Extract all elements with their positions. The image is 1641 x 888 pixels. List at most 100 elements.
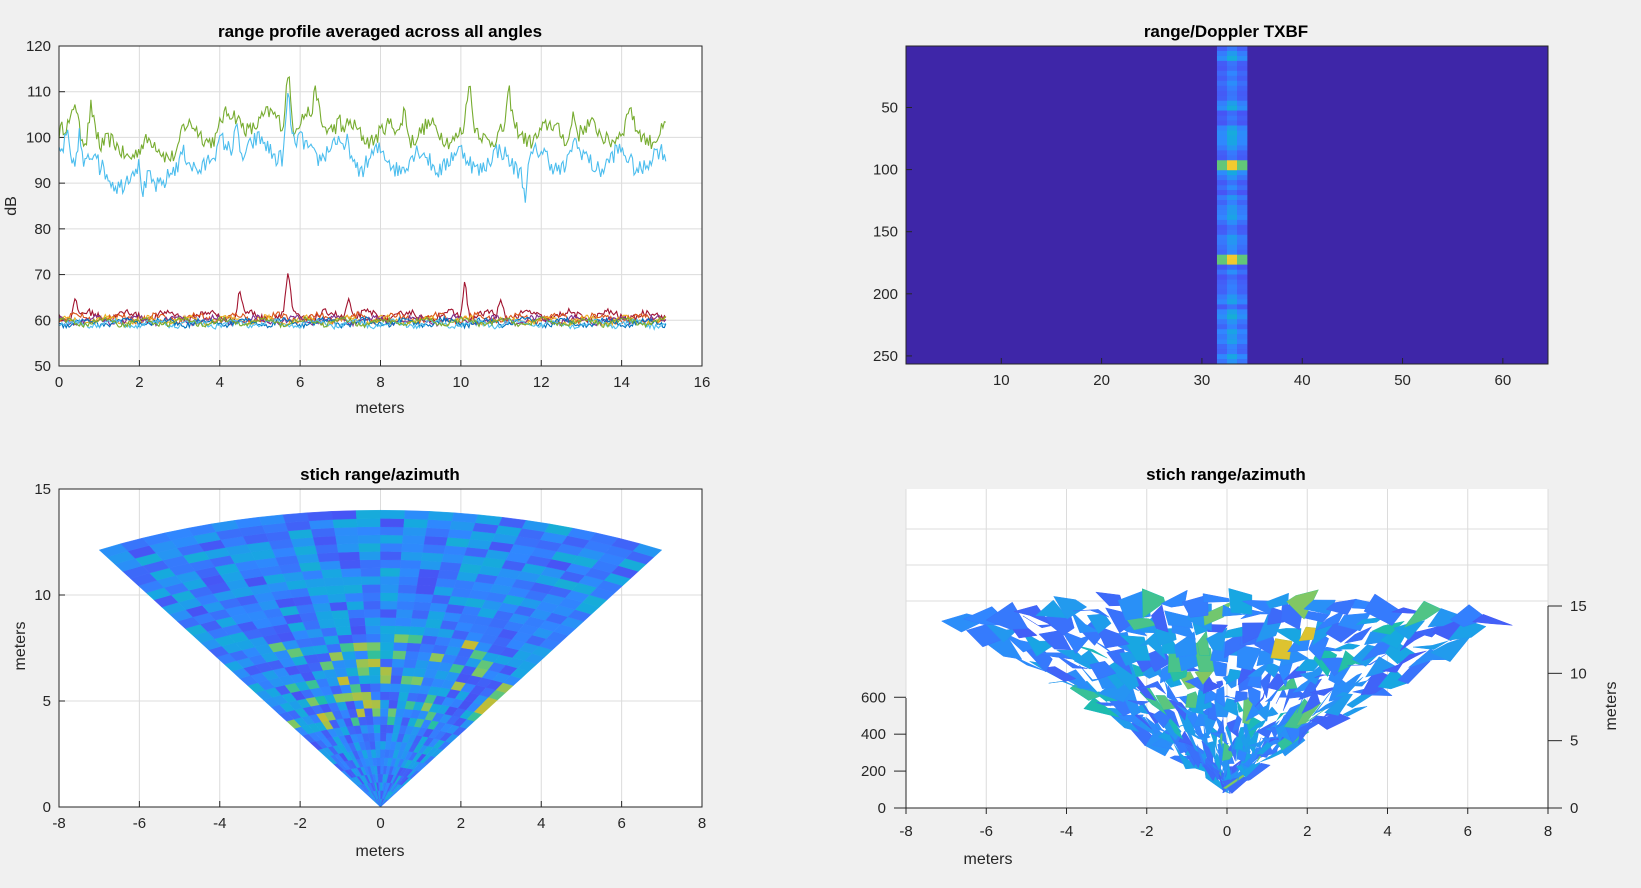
range-azimuth-cell [339, 559, 361, 570]
range-doppler-cell [1216, 120, 1228, 126]
range-doppler-cell [1237, 70, 1248, 77]
range-doppler-plot: range/Doppler TXBF 10 20 30 40 50 60 50 100 150 2… [873, 22, 1549, 389]
range-doppler-cell [1237, 309, 1248, 315]
range-doppler-cell [1216, 95, 1228, 101]
range-doppler-cell [1237, 279, 1248, 285]
surface-facet [1225, 721, 1234, 750]
range-doppler-cell [1216, 80, 1228, 87]
surface-facet [1202, 593, 1230, 603]
range-azimuth-cell [417, 576, 438, 587]
surface-facet [1048, 680, 1082, 690]
range-doppler-cell [1216, 115, 1228, 121]
range-azimuth-cell [331, 510, 357, 520]
range-doppler-y-tick-label: 250 [873, 348, 898, 365]
range-azimuth-cell [425, 527, 451, 538]
range-azimuth-cell [366, 724, 375, 734]
range-doppler-cell [1227, 309, 1238, 315]
range-doppler-cell [1227, 165, 1238, 171]
range-azimuth-cell [394, 625, 411, 635]
range-doppler-cell [1216, 46, 1228, 52]
range-azimuth-cell [396, 600, 415, 611]
range-azimuth-cell [357, 534, 381, 544]
range-doppler-cell [1227, 190, 1238, 196]
surface-x-tick-label: -8 [899, 823, 912, 840]
surface-facet [1073, 609, 1110, 618]
range-doppler-cell [1227, 105, 1238, 111]
range-doppler-cell [1216, 140, 1228, 146]
range-azimuth-cell [336, 543, 360, 553]
range-doppler-cell [1216, 264, 1228, 270]
range-azimuth-cell [408, 626, 426, 636]
range-doppler-cell [1227, 145, 1238, 151]
range-doppler-cell [1237, 349, 1248, 355]
range-azimuth-y-tick-label: 5 [43, 693, 51, 710]
range-doppler-cell [1216, 70, 1228, 77]
range-profile-x-tick-label: 6 [296, 374, 304, 391]
range-azimuth-cell [423, 626, 441, 637]
range-doppler-cell [1237, 170, 1248, 176]
range-azimuth-cell [338, 551, 361, 561]
surface-facet [1142, 588, 1166, 619]
range-azimuth-cell [282, 512, 310, 524]
range-doppler-cell [1237, 190, 1248, 196]
range-azimuth-cell [308, 519, 335, 530]
range-azimuth-cell [345, 667, 359, 677]
range-doppler-cell [1227, 185, 1238, 191]
range-azimuth-axes-frame [58, 488, 703, 808]
range-doppler-cell [1216, 314, 1228, 320]
range-profile-ylabel: dB [3, 196, 20, 216]
range-doppler-cell [1227, 344, 1238, 350]
surface-facet [1155, 695, 1176, 711]
range-azimuth-cell [335, 534, 359, 545]
range-doppler-cell [1216, 200, 1228, 206]
range-doppler-cell [1237, 205, 1248, 211]
range-azimuth-cell [350, 625, 367, 635]
range-azimuth-cell [340, 567, 362, 578]
range-doppler-cell [1227, 85, 1238, 92]
range-azimuth-cell [380, 534, 404, 544]
range-azimuth-cell [429, 602, 449, 613]
range-doppler-cell [1216, 229, 1228, 236]
range-azimuth-cell [380, 707, 389, 717]
range-azimuth-cell [373, 724, 381, 734]
range-doppler-cell [1216, 344, 1228, 350]
range-azimuth-cell [335, 626, 353, 636]
range-azimuth-x-tick-label: -8 [52, 815, 65, 832]
range-doppler-cell [1237, 60, 1248, 67]
surface-facet [1151, 604, 1169, 633]
range-doppler-cell [1216, 319, 1228, 325]
range-doppler-cell [1227, 150, 1238, 156]
range-doppler-cell [1227, 259, 1238, 265]
range-azimuth-cell [317, 552, 340, 563]
range-doppler-cell [1216, 165, 1228, 171]
range-azimuth-cell [380, 658, 394, 668]
range-doppler-cell [1237, 354, 1248, 360]
range-doppler-cell [1216, 224, 1228, 231]
range-doppler-cell [1237, 55, 1248, 62]
range-azimuth-cell [397, 592, 417, 602]
range-azimuth-cell [359, 683, 372, 693]
range-azimuth-cell [363, 707, 374, 717]
surface-title: stich range/azimuth [1146, 465, 1306, 484]
surface-facet [1344, 626, 1372, 644]
range-azimuth-cell [348, 617, 366, 627]
surface-facet [1334, 672, 1363, 693]
range-azimuth-cell [401, 543, 425, 553]
range-doppler-cell [1216, 60, 1228, 67]
range-doppler-cell [1227, 46, 1238, 52]
range-doppler-cell [1237, 209, 1248, 216]
range-azimuth-cell [380, 575, 400, 585]
surface-facet [1264, 720, 1280, 732]
range-profile-x-tick-label: 12 [533, 374, 550, 391]
range-doppler-cell [1216, 150, 1228, 156]
range-profile-series-line [58, 310, 667, 326]
surface-y-tick-label: 15 [1570, 598, 1587, 615]
range-doppler-cell [1227, 249, 1238, 255]
range-profile-x-tick-label: 10 [453, 374, 470, 391]
range-azimuth-cell [357, 666, 370, 676]
surface-facet [1262, 706, 1279, 718]
range-azimuth-cell [404, 510, 430, 520]
range-doppler-x-tick-label: 10 [993, 372, 1010, 389]
range-doppler-cell [1227, 354, 1238, 360]
range-azimuth-cell [375, 749, 381, 758]
